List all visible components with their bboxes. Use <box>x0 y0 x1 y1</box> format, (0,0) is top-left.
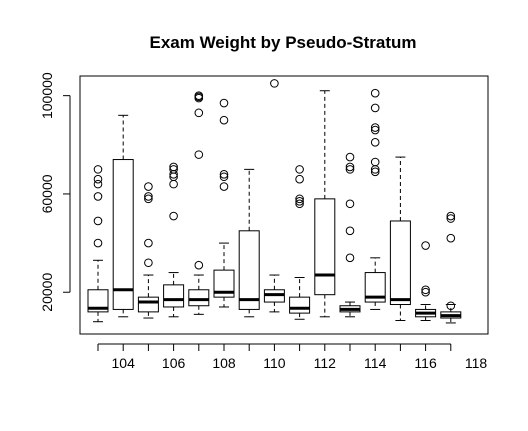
outlier-point <box>194 260 204 270</box>
box-109 <box>213 98 235 308</box>
box-117 <box>415 241 437 321</box>
iqr-box <box>364 272 386 303</box>
iqr-box <box>163 284 185 308</box>
outlier-point <box>144 182 153 191</box>
outlier-point <box>421 285 430 295</box>
x-tick-label: 116 <box>414 355 437 371</box>
outlier-point <box>219 98 229 108</box>
iqr-box <box>289 296 311 314</box>
outlier-point <box>93 165 103 174</box>
outlier-point <box>370 138 380 147</box>
outlier-point <box>194 150 204 159</box>
outlier-point <box>144 258 153 268</box>
outlier-point <box>421 287 430 297</box>
outlier-point <box>295 197 304 206</box>
x-tick-label: 104 <box>112 355 136 371</box>
outlier-point <box>345 165 355 174</box>
outlier-point <box>194 91 204 100</box>
outlier-point <box>446 214 456 223</box>
outlier-point <box>93 174 103 184</box>
outlier-point <box>295 165 304 174</box>
outlier-point <box>144 194 153 204</box>
outlier-point <box>446 211 456 221</box>
outlier-point <box>219 169 229 179</box>
outlier-point <box>446 233 456 243</box>
outlier-point <box>370 123 380 132</box>
outlier-point <box>370 103 380 113</box>
box-107 <box>163 162 185 318</box>
outlier-point <box>93 216 103 226</box>
box-106 <box>137 182 159 319</box>
outlier-point <box>169 211 178 221</box>
outlier-point <box>93 238 103 248</box>
x-tick-label: 110 <box>263 355 286 371</box>
outlier-point <box>219 182 229 191</box>
iqr-box <box>188 289 210 307</box>
outlier-point <box>144 192 153 201</box>
outlier-point <box>370 125 380 135</box>
box-112 <box>289 165 311 320</box>
y-tick-label: 20000 <box>39 273 55 312</box>
outlier-point <box>169 165 178 174</box>
y-axis: 20000 60000 100000 <box>39 72 71 312</box>
chart-title: Exam Weight by Pseudo-Stratum <box>149 33 416 52</box>
outlier-point <box>169 162 178 172</box>
iqr-box <box>314 198 336 296</box>
outlier-point <box>295 174 304 184</box>
iqr-box <box>137 296 159 313</box>
plot-frame <box>79 75 489 335</box>
outlier-point <box>144 238 153 248</box>
box-111 <box>263 79 285 313</box>
outlier-point <box>295 199 304 209</box>
box-113 <box>314 90 336 318</box>
outlier-point <box>345 253 355 263</box>
outlier-point <box>219 172 229 182</box>
outlier-point <box>270 79 279 88</box>
box-114 <box>339 152 361 318</box>
box-104 <box>87 165 109 323</box>
box-118 <box>440 211 462 324</box>
outlier-point <box>345 152 355 162</box>
y-tick-label: 60000 <box>39 174 55 213</box>
box-116 <box>389 156 411 321</box>
x-tick-label: 112 <box>314 355 337 371</box>
boxplot-series <box>87 79 462 324</box>
outlier-point <box>345 199 355 209</box>
outlier-point <box>421 241 430 250</box>
iqr-box <box>87 289 109 313</box>
outlier-point <box>446 301 456 311</box>
x-tick-label: 118 <box>465 355 488 371</box>
iqr-box <box>238 230 260 310</box>
iqr-box <box>112 159 134 310</box>
outlier-point <box>345 162 355 172</box>
box-108 <box>188 91 210 315</box>
box-110 <box>238 168 260 318</box>
outlier-point <box>295 194 304 204</box>
outlier-point <box>194 108 204 118</box>
x-tick-label: 106 <box>162 355 186 371</box>
outlier-point <box>169 179 178 189</box>
box-115 <box>364 88 386 310</box>
x-tick-label: 114 <box>364 355 387 371</box>
outlier-point <box>219 115 229 125</box>
x-axis: 104 106 108 110 112 114 116 118 <box>97 343 488 371</box>
x-tick-label: 108 <box>212 355 236 371</box>
iqr-box <box>213 269 235 298</box>
outlier-point <box>370 167 380 177</box>
iqr-box <box>389 220 411 306</box>
outlier-point <box>370 157 380 167</box>
y-tick-label: 100000 <box>39 72 55 119</box>
outlier-point <box>370 88 380 98</box>
outlier-point <box>93 179 103 189</box>
outlier-point <box>93 192 103 201</box>
outlier-point <box>345 226 355 236</box>
box-105 <box>112 114 134 318</box>
